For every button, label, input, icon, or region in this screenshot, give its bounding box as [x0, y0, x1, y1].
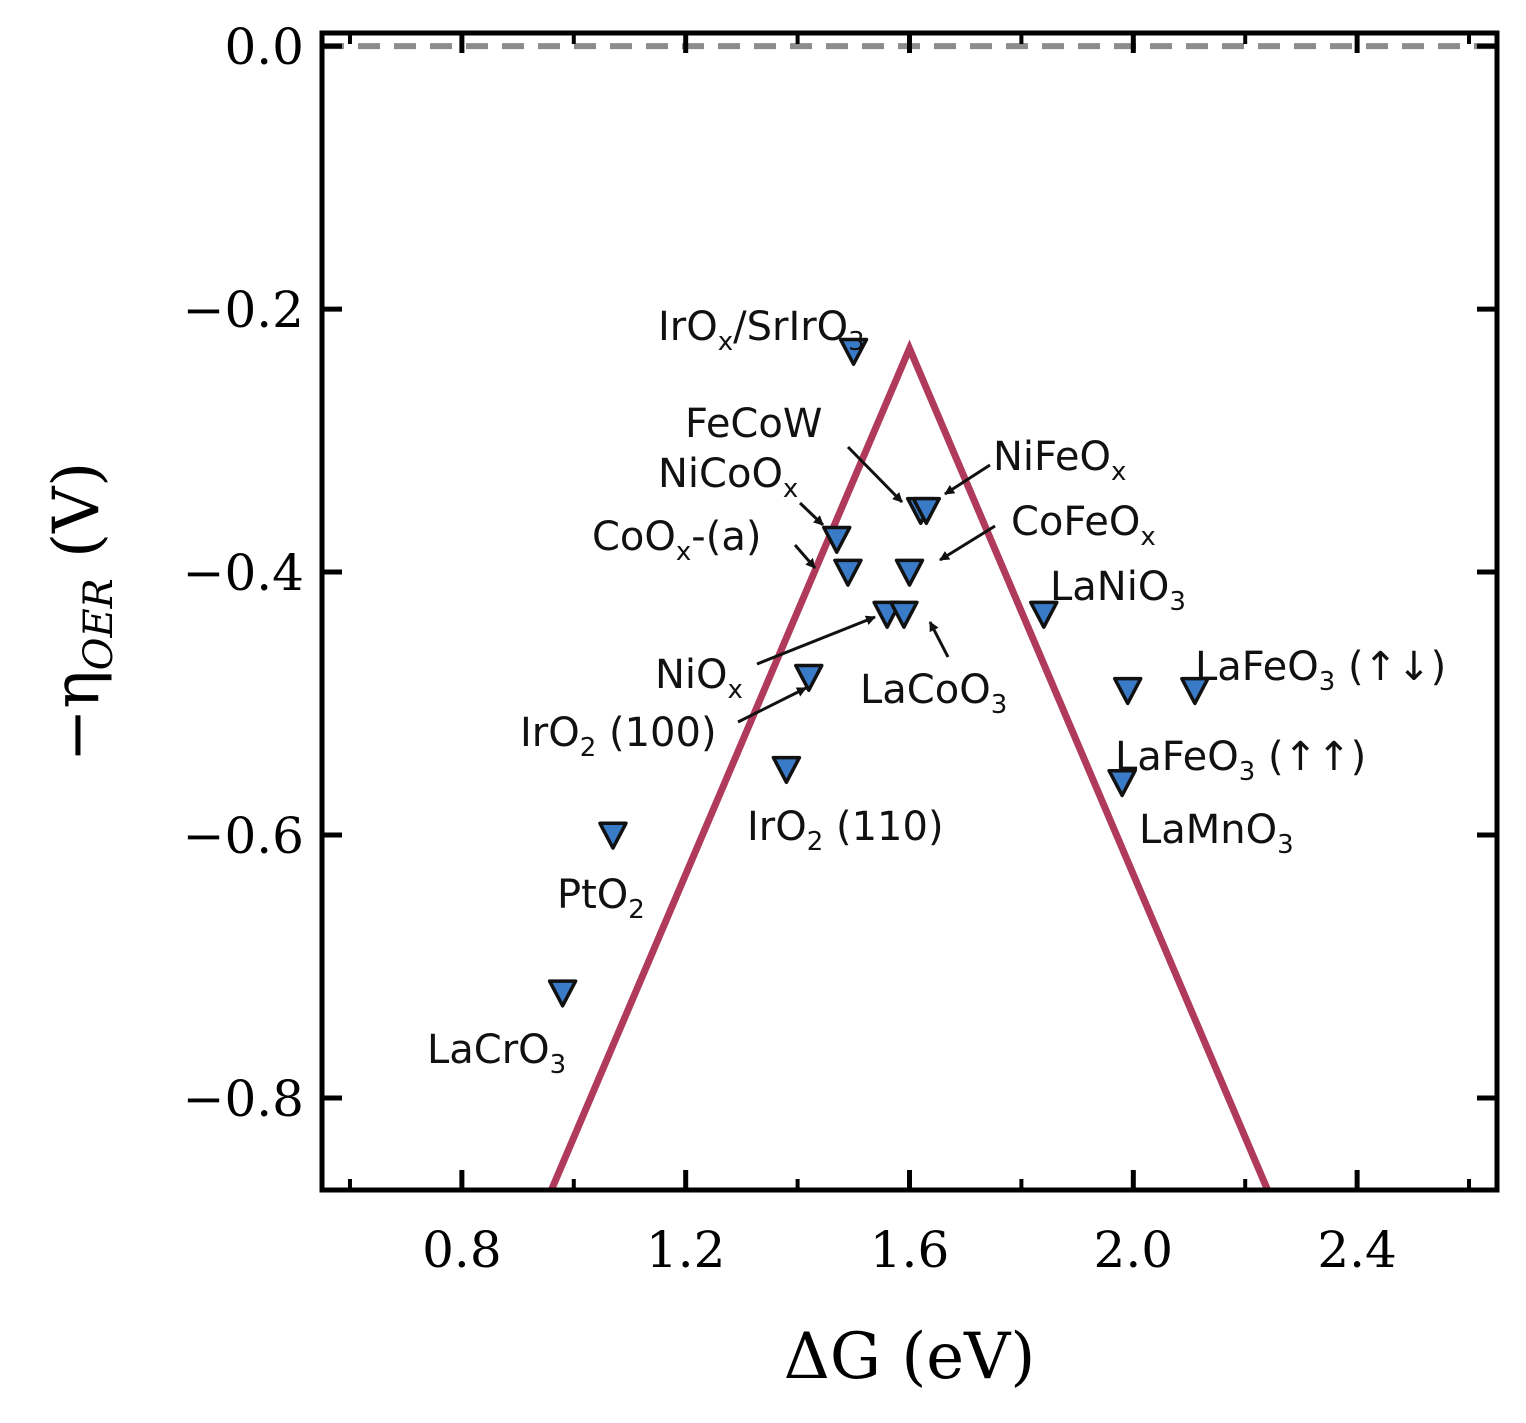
leader-arrow-2: [798, 501, 825, 527]
data-point-10: [1112, 676, 1143, 706]
data-point-9: [794, 663, 824, 692]
y-tick-label: 0.0: [224, 18, 304, 76]
point-label-14: PtO2​: [557, 872, 645, 925]
y-tick-label: −0.6: [183, 807, 304, 865]
y-tick-label: −0.4: [183, 544, 304, 602]
leader-arrow-4: [939, 524, 996, 562]
point-label-11: LaFeO3​ (↑↑): [1115, 734, 1366, 787]
y-tick-label: −0.2: [183, 281, 304, 339]
point-label-2: NiFeOx​: [993, 434, 1126, 487]
x-axis-title: ΔG (eV): [784, 1320, 1036, 1394]
y-tick-label: −0.8: [183, 1070, 304, 1128]
point-label-12: IrO2​ (110): [747, 804, 944, 857]
x-tick-label: 1.6: [870, 1221, 950, 1279]
y-axis-title: −ηOER (V): [40, 462, 122, 763]
leader-arrow-7: [737, 686, 807, 724]
point-label-13: LaMnO3​: [1139, 807, 1294, 860]
data-point-14: [598, 821, 628, 850]
data-point-7: [889, 600, 919, 629]
point-label-10: IrO2​ (100): [520, 710, 717, 763]
point-label-5: CoFeOx​: [1011, 499, 1156, 552]
data-point-13: [1107, 768, 1137, 798]
leader-arrow-0: [846, 445, 904, 504]
x-tick-label: 2.0: [1094, 1221, 1174, 1279]
x-tick-label: 0.8: [422, 1221, 502, 1279]
data-point-15: [547, 979, 578, 1008]
point-label-8: LaCoO3​: [860, 667, 1007, 720]
data-point-12: [771, 755, 802, 785]
point-label-1: FeCoW: [685, 401, 822, 447]
point-label-7: NiOx​: [655, 652, 743, 705]
data-point-2: [911, 496, 942, 526]
x-tick-label: 1.2: [646, 1221, 726, 1279]
data-point-11: [1180, 676, 1210, 706]
point-label-3: NiCoOx​: [658, 451, 798, 504]
leader-arrow-1: [944, 463, 991, 496]
data-point-3: [822, 525, 852, 554]
data-point-0: [838, 337, 869, 366]
leader-arrow-5: [756, 615, 876, 666]
leader-arrow-6: [928, 621, 950, 658]
data-point-4: [833, 558, 863, 587]
point-label-15: LaCrO3​: [427, 1027, 566, 1080]
point-label-4: CoOx​-(a): [592, 514, 761, 567]
data-point-5: [894, 558, 925, 587]
point-label-9: LaFeO3​ (↑↓): [1195, 644, 1446, 697]
data-point-8: [1029, 600, 1059, 629]
point-label-6: LaNiO3​: [1050, 564, 1186, 617]
leader-arrow-3: [793, 544, 817, 569]
volcano-line: [548, 339, 1271, 1190]
x-tick-label: 2.4: [1317, 1221, 1397, 1279]
point-label-0: IrOx​/SrIrO3​: [658, 304, 865, 357]
